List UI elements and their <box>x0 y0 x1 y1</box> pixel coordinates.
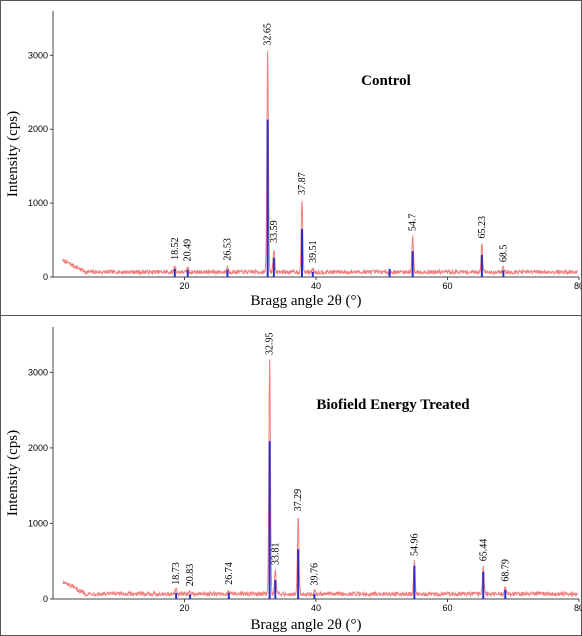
y-axis-label: Intensity (cps) <box>5 111 21 197</box>
y-axis-label: Intensity (cps) <box>5 430 21 516</box>
peak-label: 20.83 <box>185 564 196 587</box>
peak-label: 37.87 <box>297 172 308 195</box>
peak-label: 18.52 <box>170 237 181 260</box>
x-tick-label: 80 <box>574 281 581 291</box>
peak-label: 32.65 <box>263 23 274 46</box>
y-tick-label: 1000 <box>28 198 48 208</box>
measured-pattern-line <box>62 359 578 598</box>
peak-label: 33.59 <box>269 220 280 243</box>
chart-title: Control <box>361 73 411 89</box>
x-tick-label: 20 <box>179 281 189 291</box>
peak-label: 65.23 <box>477 216 488 239</box>
x-tick-label: 40 <box>311 603 321 613</box>
x-tick-label: 40 <box>311 281 321 291</box>
peak-label: 65.44 <box>478 539 489 562</box>
peak-label: 54.7 <box>408 214 419 232</box>
peak-label: 32.95 <box>265 333 276 356</box>
peak-label: 37.29 <box>293 489 304 512</box>
x-axis-label: Bragg angle 2θ (°) <box>250 617 361 633</box>
y-tick-label: 0 <box>43 272 48 282</box>
y-tick-label: 0 <box>43 594 48 604</box>
x-tick-label: 60 <box>442 281 452 291</box>
peak-label: 68.79 <box>500 559 511 582</box>
y-tick-label: 1000 <box>28 518 48 528</box>
y-tick-label: 2000 <box>28 443 48 453</box>
x-tick-label: 60 <box>442 603 452 613</box>
peak-label: 26.74 <box>224 562 235 585</box>
y-tick-label: 3000 <box>28 367 48 377</box>
peak-label: 26.53 <box>222 238 233 261</box>
chart-title: Biofield Energy Treated <box>316 397 470 413</box>
peak-label: 39.51 <box>308 240 319 263</box>
peak-label: 39.76 <box>309 563 320 586</box>
panel-divider <box>1 315 581 316</box>
x-tick-label: 80 <box>574 603 581 613</box>
peak-label: 20.49 <box>183 239 194 262</box>
y-tick-label: 3000 <box>28 50 48 60</box>
x-tick-label: 20 <box>179 603 189 613</box>
measured-pattern-line <box>62 50 578 276</box>
peak-label: 18.73 <box>171 562 182 585</box>
y-tick-label: 2000 <box>28 124 48 134</box>
x-axis-label: Bragg angle 2θ (°) <box>250 293 361 309</box>
peak-label: 33.81 <box>270 543 281 566</box>
peak-label: 68.5 <box>498 245 509 263</box>
peak-label: 54.96 <box>409 533 420 556</box>
